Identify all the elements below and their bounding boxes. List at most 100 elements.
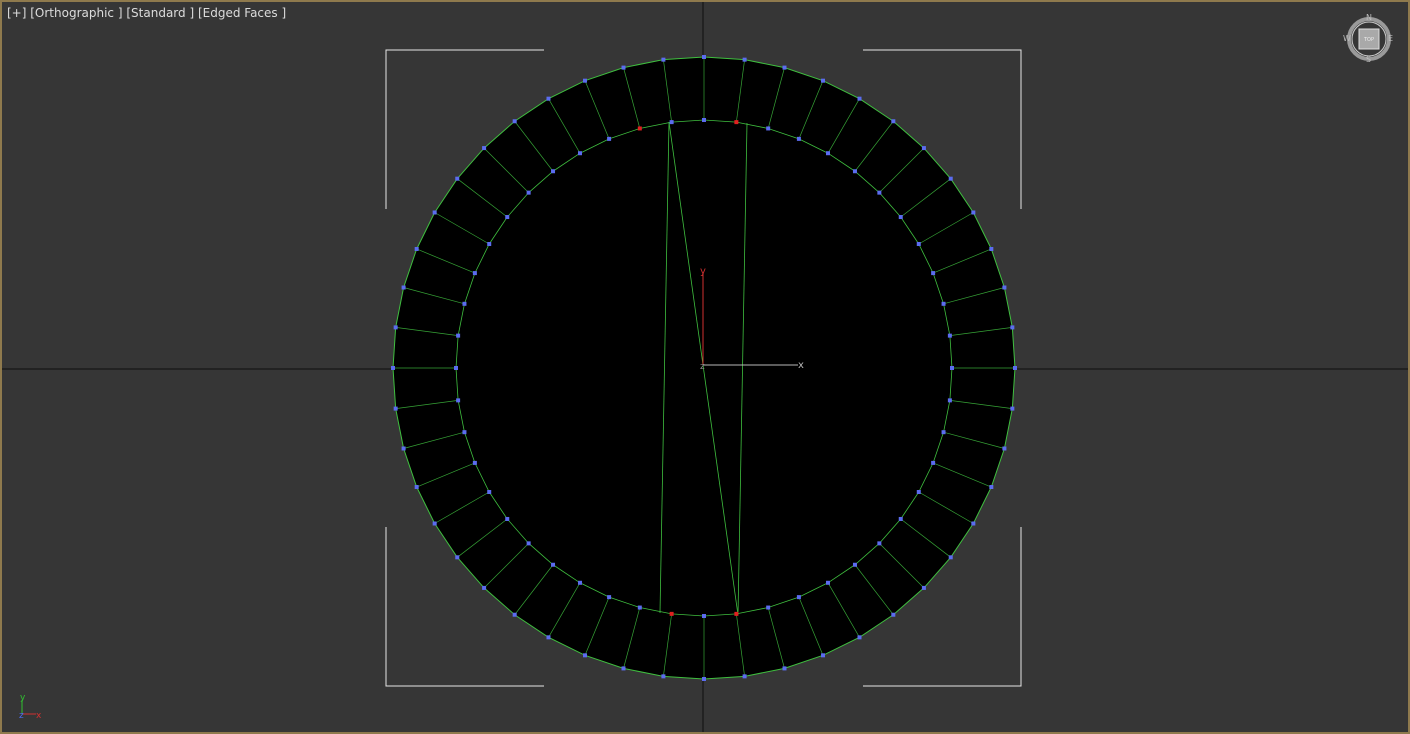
mesh-vertex[interactable] — [921, 585, 926, 590]
mesh-vertex[interactable] — [546, 96, 551, 101]
mesh-vertex[interactable] — [852, 169, 857, 174]
mesh-vertex[interactable] — [526, 190, 531, 195]
viewport-label-menu[interactable]: [+] [Orthographic ] [Standard ] [Edged F… — [7, 6, 286, 20]
mesh-vertex[interactable] — [931, 271, 936, 276]
mesh-vertex[interactable] — [432, 210, 437, 215]
mesh-vertex[interactable] — [857, 96, 862, 101]
mesh-vertex[interactable] — [821, 78, 826, 83]
mesh-vertex-selected[interactable] — [669, 611, 674, 616]
mesh-vertex[interactable] — [582, 653, 587, 658]
viewcube[interactable]: TOP N S E W — [1343, 13, 1394, 64]
mesh-vertex[interactable] — [898, 215, 903, 220]
mesh-vertex[interactable] — [947, 398, 952, 403]
mesh-vertex[interactable] — [414, 246, 419, 251]
mesh-vertex[interactable] — [852, 562, 857, 567]
mesh-vertex[interactable] — [742, 674, 747, 679]
mesh-vertex[interactable] — [950, 366, 954, 370]
tube-mesh[interactable] — [391, 55, 1017, 681]
mesh-vertex[interactable] — [1013, 366, 1017, 370]
mesh-vertex[interactable] — [487, 242, 492, 246]
mesh-vertex[interactable] — [782, 666, 787, 671]
mesh-vertex[interactable] — [702, 118, 706, 122]
compass-west-label[interactable]: W — [1343, 34, 1351, 43]
mesh-vertex[interactable] — [766, 605, 771, 610]
mesh-vertex[interactable] — [607, 136, 612, 141]
mesh-vertex[interactable] — [401, 446, 406, 451]
mesh-vertex[interactable] — [948, 176, 953, 181]
compass-south-label[interactable]: S — [1366, 55, 1372, 64]
mesh-vertex[interactable] — [1002, 446, 1007, 451]
mesh-vertex[interactable] — [482, 585, 487, 590]
mesh-vertex[interactable] — [891, 119, 896, 124]
mesh-vertex[interactable] — [456, 333, 461, 338]
mesh-vertex[interactable] — [931, 460, 936, 465]
compass-ring[interactable] — [1347, 17, 1391, 61]
mesh-vertex[interactable] — [921, 146, 926, 151]
mesh-vertex[interactable] — [857, 635, 862, 640]
viewcube-compass-icon[interactable]: TOP — [1344, 14, 1394, 64]
mesh-vertex[interactable] — [582, 78, 587, 83]
mesh-vertex[interactable] — [578, 151, 582, 156]
mesh-vertex[interactable] — [482, 146, 487, 151]
mesh-vertex[interactable] — [455, 176, 460, 181]
mesh-vertex[interactable] — [551, 562, 556, 567]
mesh-vertex[interactable] — [971, 210, 976, 215]
mesh-vertex[interactable] — [551, 169, 556, 174]
mesh-vertex[interactable] — [455, 555, 460, 560]
mesh-vertex[interactable] — [526, 541, 531, 546]
mesh-vertex[interactable] — [391, 366, 395, 370]
mesh-vertex[interactable] — [948, 555, 953, 560]
mesh-vertex[interactable] — [742, 57, 747, 62]
compass-east-label[interactable]: E — [1388, 34, 1394, 43]
mesh-vertex[interactable] — [512, 119, 517, 124]
mesh-vertex[interactable] — [989, 485, 994, 490]
mesh-vertex-selected[interactable] — [637, 126, 642, 131]
mesh-vertex[interactable] — [702, 677, 706, 681]
mesh-vertex[interactable] — [621, 65, 626, 70]
mesh-vertex[interactable] — [941, 430, 946, 435]
mesh-vertex[interactable] — [891, 612, 896, 617]
mesh-vertex[interactable] — [414, 485, 419, 490]
mesh-vertex[interactable] — [462, 430, 467, 435]
mesh-vertex[interactable] — [916, 242, 921, 246]
mesh-vertex[interactable] — [505, 516, 510, 521]
mesh-vertex[interactable] — [607, 595, 612, 600]
mesh-vertex[interactable] — [702, 614, 706, 618]
mesh-vertex[interactable] — [947, 333, 952, 338]
viewport-point-of-view-menu[interactable]: [Orthographic ] — [30, 6, 123, 20]
mesh-vertex[interactable] — [505, 215, 510, 220]
mesh-vertex[interactable] — [454, 366, 458, 370]
mesh-vertex[interactable] — [796, 595, 801, 600]
mesh-vertex[interactable] — [989, 246, 994, 251]
mesh-vertex[interactable] — [826, 580, 830, 585]
mesh-vertex[interactable] — [971, 521, 976, 526]
mesh-vertex[interactable] — [393, 406, 398, 411]
mesh-vertex[interactable] — [578, 580, 582, 585]
mesh-vertex[interactable] — [487, 490, 492, 494]
viewport-general-menu[interactable]: [+] — [7, 6, 27, 20]
mesh-vertex[interactable] — [546, 635, 551, 640]
mesh-vertex[interactable] — [472, 271, 477, 276]
mesh-vertex[interactable] — [821, 653, 826, 658]
mesh-vertex[interactable] — [462, 301, 467, 306]
mesh-vertex[interactable] — [1010, 325, 1015, 330]
compass-north-label[interactable]: N — [1366, 13, 1372, 22]
mesh-vertex[interactable] — [1010, 406, 1015, 411]
mesh-vertex[interactable] — [512, 612, 517, 617]
mesh-vertex[interactable] — [766, 126, 771, 131]
mesh-vertex[interactable] — [1002, 285, 1007, 290]
mesh-vertex[interactable] — [796, 136, 801, 141]
mesh-vertex[interactable] — [669, 120, 674, 125]
mesh-vertex[interactable] — [637, 605, 642, 610]
viewport-shading-menu[interactable]: [Standard ] — [126, 6, 195, 20]
mesh-vertex[interactable] — [898, 516, 903, 521]
mesh-vertex[interactable] — [941, 301, 946, 306]
mesh-vertex[interactable] — [661, 674, 666, 679]
mesh-vertex[interactable] — [877, 190, 882, 195]
viewport-edged-faces-menu[interactable]: [Edged Faces ] — [197, 6, 287, 20]
mesh-vertex-selected[interactable] — [734, 611, 739, 616]
mesh-vertex[interactable] — [621, 666, 626, 671]
mesh-vertex[interactable] — [826, 151, 830, 156]
